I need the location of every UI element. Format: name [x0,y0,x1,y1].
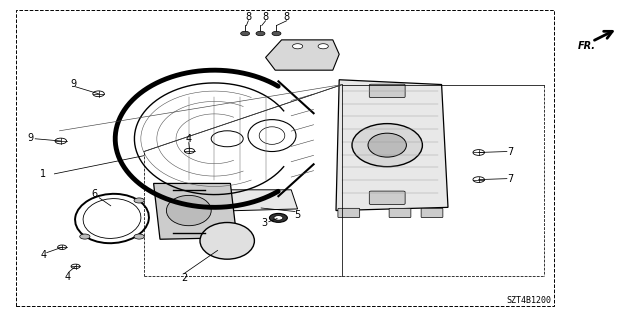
Polygon shape [336,80,448,211]
Circle shape [318,44,328,49]
Text: 7: 7 [507,146,513,157]
Text: 4: 4 [64,271,70,282]
FancyBboxPatch shape [338,208,360,218]
Polygon shape [163,190,298,212]
Circle shape [256,31,265,36]
FancyBboxPatch shape [369,84,405,98]
Ellipse shape [200,223,254,259]
Text: 5: 5 [294,210,301,220]
Text: FR.: FR. [578,41,596,51]
Circle shape [274,216,283,220]
Text: 2: 2 [181,273,188,283]
Text: 4: 4 [40,250,47,260]
FancyBboxPatch shape [389,208,411,218]
Circle shape [134,198,144,203]
Circle shape [292,44,303,49]
FancyBboxPatch shape [188,196,216,210]
FancyBboxPatch shape [252,192,280,206]
Polygon shape [266,40,339,70]
FancyBboxPatch shape [421,208,443,218]
Text: SZT4B1200: SZT4B1200 [507,296,552,305]
Circle shape [241,31,250,36]
Ellipse shape [166,195,211,226]
Text: 9: 9 [28,133,34,143]
Text: 8: 8 [284,12,290,22]
Text: 1: 1 [40,169,46,179]
Circle shape [269,213,287,222]
FancyBboxPatch shape [369,191,405,204]
Ellipse shape [368,133,406,157]
Text: 6: 6 [92,189,98,199]
Ellipse shape [352,123,422,167]
Text: 3: 3 [261,218,268,228]
Circle shape [272,31,281,36]
Circle shape [134,234,144,239]
Polygon shape [154,183,237,239]
Text: 9: 9 [70,78,77,89]
Text: 4: 4 [185,134,191,144]
Text: 8: 8 [245,12,252,22]
Text: 8: 8 [262,12,269,22]
Text: 7: 7 [507,174,513,184]
Bar [16,10,554,306]
Circle shape [80,234,90,239]
